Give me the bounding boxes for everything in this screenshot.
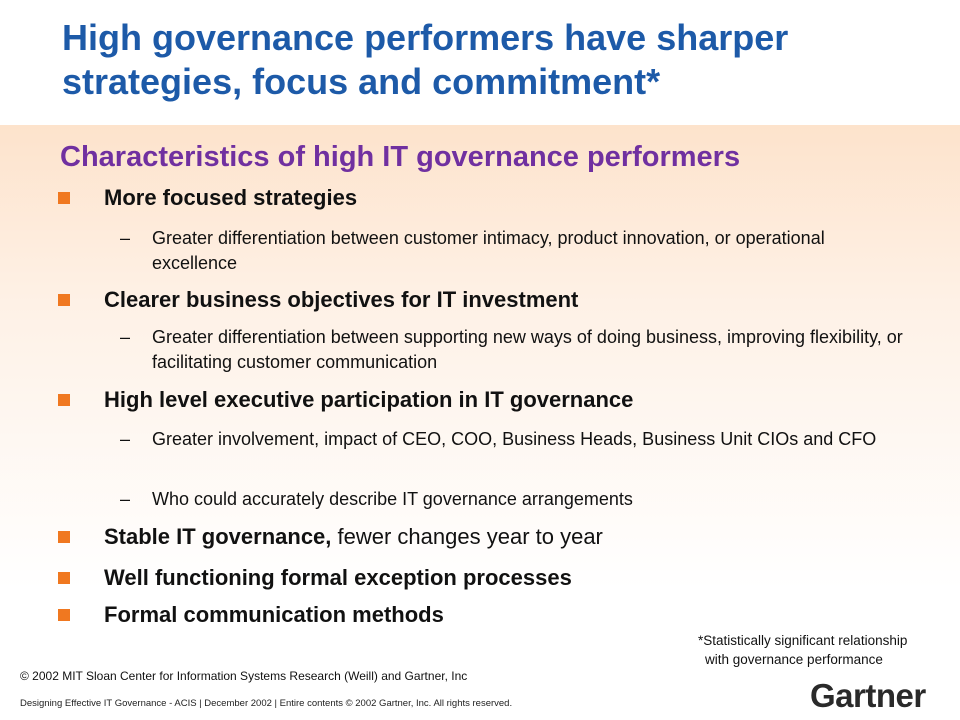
bullet-text: More focused strategies [104,185,358,210]
bullet-text: Well functioning formal exception proces… [104,565,572,590]
gartner-logo: Gartner [810,677,926,714]
bullet-text: High level executive participation in IT… [104,387,634,412]
bullet-marker [58,192,70,204]
bullet-marker [58,531,70,543]
dash-marker: – [120,327,131,347]
section-heading: Characteristics of high IT governance pe… [60,141,741,173]
bullet-marker [58,609,70,621]
bullet-marker [58,572,70,584]
bullet-text: Clearer business objectives for IT inves… [104,287,579,312]
bullet-text: Formal communication methods [104,602,444,627]
footer-text: Designing Effective IT Governance - ACIS… [20,698,513,709]
sub-bullet-text: Greater differentiation between customer… [152,228,825,273]
copyright-text: © 2002 MIT Sloan Center for Information … [20,669,468,683]
sub-bullet-text: Who could accurately describe IT governa… [152,489,633,509]
content-background [0,125,960,720]
bullet-text: Stable IT governance, fewer changes year… [104,524,603,549]
bullet-marker [58,294,70,306]
dash-marker: – [120,228,131,248]
footnote: *Statistically significant relationship … [698,631,948,669]
sub-bullet-text: Greater involvement, impact of CEO, COO,… [152,429,877,449]
footnote-line: with governance performance [705,652,883,667]
title-band [0,0,960,125]
sub-bullet-text: Greater differentiation between supporti… [152,327,903,372]
bullet-marker [58,394,70,406]
slide-title: High governance performers have sharper … [62,17,789,102]
dash-marker: – [120,489,131,509]
footnote-line: *Statistically significant relationship [698,633,908,648]
dash-marker: – [120,429,131,449]
